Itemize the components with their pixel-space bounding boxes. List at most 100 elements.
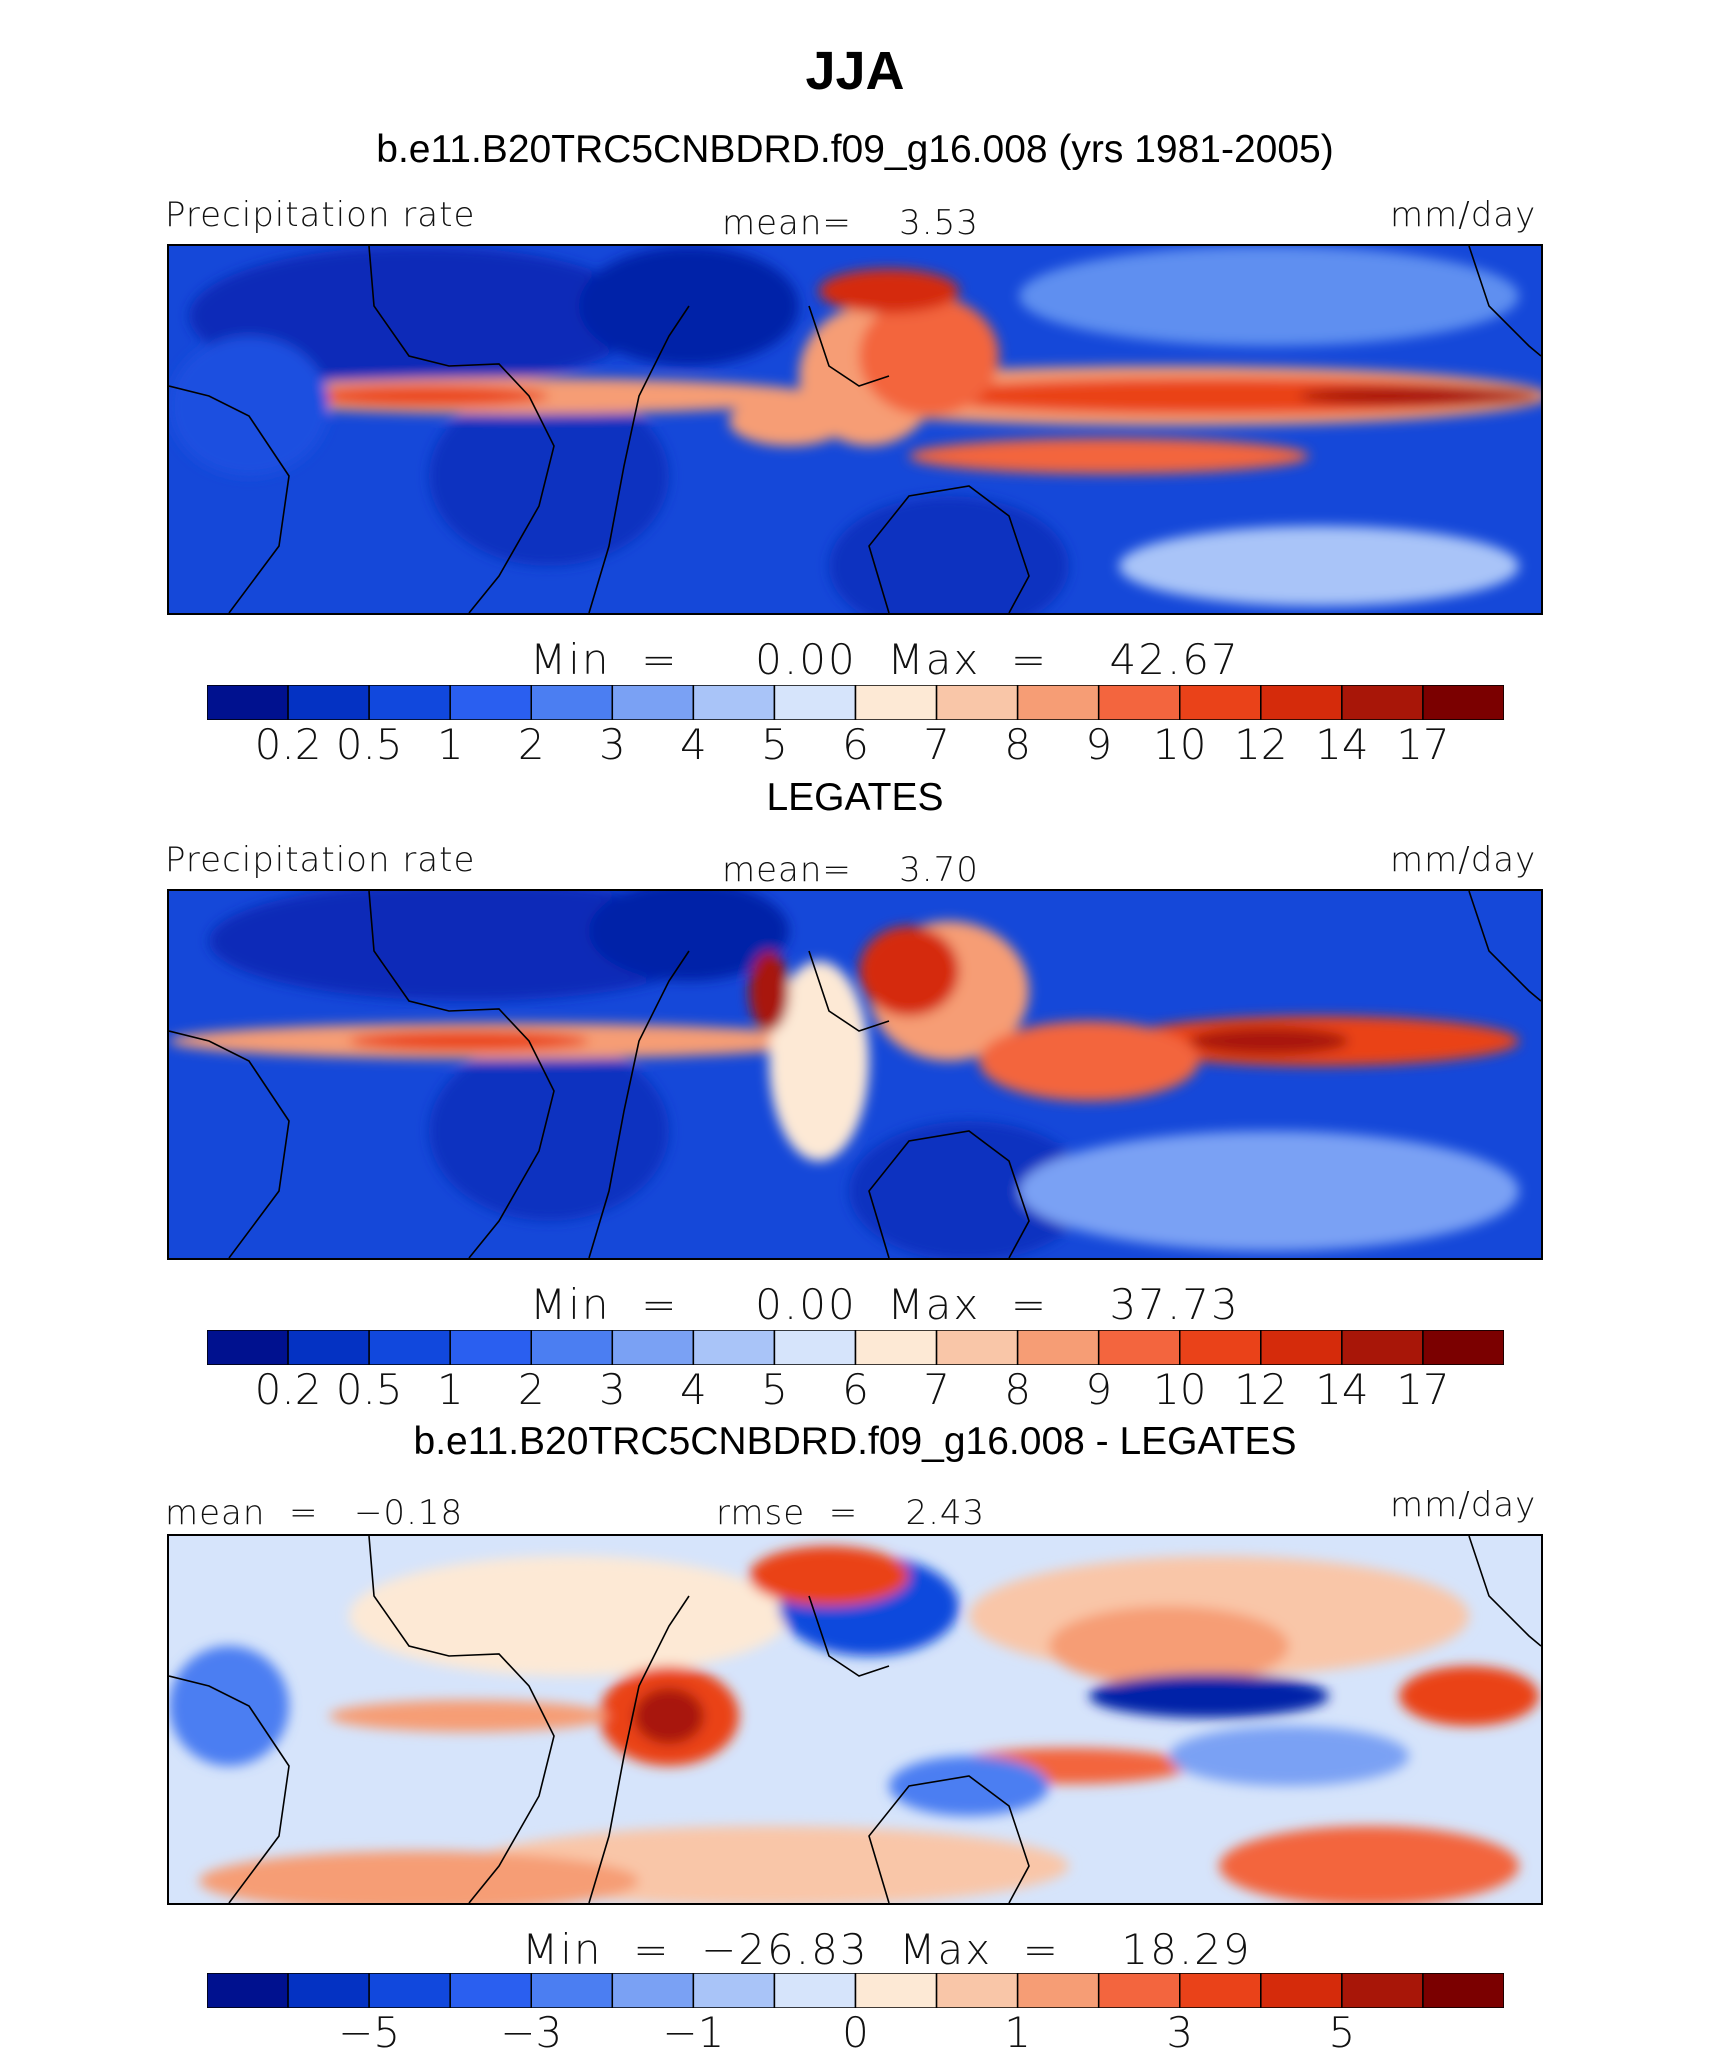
colorbar-tick-label: 4: [680, 720, 707, 769]
colorbar-tick-label: 10: [1153, 1365, 1207, 1414]
colorbar-box: [773, 1330, 857, 1365]
colorbar-box: [773, 685, 857, 720]
colorbar-box: [530, 1973, 614, 2008]
panel2-map: [167, 889, 1543, 1260]
panel1-title: b.e11.B20TRC5CNBDRD.f09_g16.008 (yrs 198…: [376, 128, 1334, 171]
panel2-title: LEGATES: [766, 776, 944, 819]
colorbar-box: [854, 685, 938, 720]
panel3-map-svg: [169, 1536, 1541, 1903]
colorbar-tick-label: 7: [923, 720, 950, 769]
colorbar-tick-label: 2: [517, 720, 545, 769]
panel1-map-svg: [169, 246, 1541, 613]
panel3-map: [167, 1534, 1543, 1905]
panel2-variable-label: Precipitation rate: [165, 840, 476, 880]
colorbar-tick-label: 14: [1315, 720, 1369, 769]
colorbar-box: [287, 1973, 370, 2008]
panel2-map-svg: [169, 891, 1541, 1258]
colorbar-box: [1341, 685, 1424, 720]
colorbar-tick-label: 3: [598, 1365, 626, 1414]
colorbar-tick-label: 6: [842, 720, 869, 769]
colorbar-box: [449, 685, 532, 720]
colorbar-box: [287, 685, 370, 720]
colorbar-box: [935, 685, 1019, 720]
colorbar-box: [207, 1330, 289, 1365]
colorbar-box: [935, 1330, 1019, 1365]
colorbar-tick-label: 2: [517, 1365, 545, 1414]
colorbar-box: [207, 1973, 289, 2008]
panel2-colorbar: [207, 1330, 1504, 1365]
colorbar-tick-label: 10: [1153, 720, 1207, 769]
colorbar-box: [1097, 685, 1181, 720]
colorbar-box: [1097, 1330, 1181, 1365]
colorbar-tick-label: 9: [1085, 1365, 1113, 1414]
panel1-units-label: mm/day: [1390, 195, 1537, 235]
panel1-minmax: Min = 0.00 Max = 42.67: [530, 635, 1240, 684]
colorbar-box: [449, 1330, 532, 1365]
colorbar-tick-label: 0: [842, 2008, 869, 2057]
colorbar-box: [1422, 685, 1504, 720]
colorbar-box: [530, 685, 614, 720]
panel3-colorbar: [207, 1973, 1504, 2008]
colorbar-box: [287, 1330, 370, 1365]
colorbar-tick-label: −5: [338, 2008, 401, 2057]
colorbar-box: [1422, 1330, 1504, 1365]
main-title: JJA: [805, 41, 905, 101]
colorbar-tick-label: 7: [923, 1365, 950, 1414]
colorbar-tick-label: 17: [1396, 720, 1450, 769]
panel2-mean-label: mean= 3.70: [722, 850, 979, 890]
panel3-rmse-label: rmse = 2.43: [716, 1493, 986, 1533]
panel3-minmax: Min = −26.83 Max = 18.29: [522, 1925, 1252, 1974]
colorbar-box: [692, 1330, 776, 1365]
panel3-colorbar-ticks: −5 −3 −1 0 1 3 5: [207, 2008, 1504, 2064]
panel1-colorbar: [207, 685, 1504, 720]
colorbar-box: [1179, 685, 1262, 720]
colorbar-box: [368, 1330, 451, 1365]
colorbar-tick-label: 8: [1004, 720, 1031, 769]
colorbar-box: [1341, 1973, 1424, 2008]
colorbar-box: [1341, 1330, 1424, 1365]
colorbar-box: [1097, 1973, 1181, 2008]
colorbar-box: [1016, 685, 1100, 720]
colorbar-box: [1260, 1973, 1343, 2008]
colorbar-box: [611, 1973, 695, 2008]
panel1-coastlines: [169, 246, 1541, 613]
panel1-variable-label: Precipitation rate: [165, 195, 476, 235]
panel1-map: [167, 244, 1543, 615]
colorbar-tick-label: 1: [436, 1365, 464, 1414]
colorbar-tick-label: 3: [1166, 2008, 1194, 2057]
colorbar-tick-label: 5: [761, 1365, 788, 1414]
colorbar-tick-label: 8: [1004, 1365, 1031, 1414]
panel1-mean-label: mean= 3.53: [722, 203, 979, 243]
panel1-colorbar-ticks: 0.2 0.5 1 2 3 4 5 6 7 8 9 10 12 14 17: [207, 720, 1504, 780]
colorbar-tick-label: 17: [1396, 1365, 1450, 1414]
colorbar-tick-label: 1: [1004, 2008, 1031, 2057]
panel3-title: b.e11.B20TRC5CNBDRD.f09_g16.008 - LEGATE…: [413, 1420, 1297, 1463]
colorbar-tick-label: 0.5: [335, 720, 403, 769]
colorbar-box: [207, 685, 289, 720]
colorbar-box: [1016, 1973, 1100, 2008]
colorbar-box: [1260, 685, 1343, 720]
colorbar-tick-label: 6: [842, 1365, 869, 1414]
colorbar-tick-label: 12: [1234, 1365, 1288, 1414]
colorbar-tick-label: 0.2: [254, 720, 322, 769]
colorbar-tick-label: 9: [1085, 720, 1113, 769]
colorbar-tick-label: 14: [1315, 1365, 1369, 1414]
panel2-minmax: Min = 0.00 Max = 37.73: [530, 1280, 1240, 1329]
colorbar-box: [449, 1973, 532, 2008]
colorbar-box: [854, 1330, 938, 1365]
colorbar-box: [1260, 1330, 1343, 1365]
panel3-coastlines: [169, 1536, 1541, 1903]
colorbar-box: [773, 1973, 857, 2008]
colorbar-tick-label: 0.5: [335, 1365, 403, 1414]
colorbar-tick-label: −3: [500, 2008, 563, 2057]
colorbar-box: [1422, 1973, 1504, 2008]
colorbar-box: [1179, 1973, 1262, 2008]
colorbar-tick-label: 1: [436, 720, 464, 769]
panel2-coastlines: [169, 891, 1541, 1258]
panel3-mean-label: mean = −0.18: [165, 1493, 464, 1533]
colorbar-box: [692, 1973, 776, 2008]
colorbar-box: [1016, 1330, 1100, 1365]
colorbar-box: [692, 685, 776, 720]
colorbar-box: [368, 685, 451, 720]
colorbar-box: [1179, 1330, 1262, 1365]
